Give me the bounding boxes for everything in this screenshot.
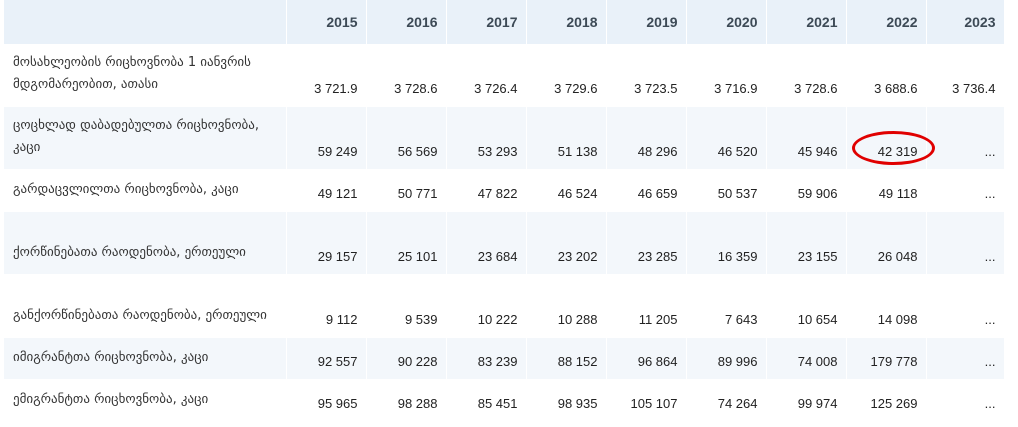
row-label: მოსახლეობის რიცხოვნობა 1 იანვრის მდგომარ… bbox=[4, 44, 287, 107]
table-cell: 9 539 bbox=[366, 274, 447, 338]
table-cell: 10 222 bbox=[446, 274, 527, 338]
table-cell: 85 451 bbox=[446, 379, 527, 422]
year-header-2019: 2019 bbox=[606, 0, 687, 44]
year-header-2015: 2015 bbox=[286, 0, 367, 44]
row-label: განქორწინებათა რაოდენობა, ერთეული bbox=[4, 274, 287, 338]
table-cell: 3 736.4 bbox=[926, 44, 1005, 107]
year-header-2018: 2018 bbox=[526, 0, 607, 44]
table-cell: 83 239 bbox=[446, 337, 527, 380]
table-cell: 59 249 bbox=[286, 106, 367, 170]
row-label: ქორწინებათა რაოდენობა, ერთეული bbox=[4, 211, 287, 275]
table-cell: 3 688.6 bbox=[846, 44, 927, 107]
table-cell: 99 974 bbox=[766, 379, 847, 422]
table-row-population: მოსახლეობის რიცხოვნობა 1 იანვრის მდგომარ… bbox=[4, 44, 1005, 107]
table-cell: 98 288 bbox=[366, 379, 447, 422]
year-header-2017: 2017 bbox=[446, 0, 527, 44]
table-row-marriages: ქორწინებათა რაოდენობა, ერთეული 29 157 25… bbox=[4, 211, 1005, 275]
table-cell: 50 537 bbox=[686, 169, 767, 212]
header-row: 2015 2016 2017 2018 2019 2020 2021 2022 … bbox=[4, 0, 1005, 44]
table-cell: 3 728.6 bbox=[366, 44, 447, 107]
demographics-table: 2015 2016 2017 2018 2019 2020 2021 2022 … bbox=[4, 0, 1005, 422]
table-cell: 23 155 bbox=[766, 211, 847, 275]
table-cell: 89 996 bbox=[686, 337, 767, 380]
table-cell: 90 228 bbox=[366, 337, 447, 380]
year-header-2016: 2016 bbox=[366, 0, 447, 44]
table-cell: 9 112 bbox=[286, 274, 367, 338]
header-corner-cell bbox=[4, 0, 287, 44]
table-row-immigrants: იმიგრანტთა რიცხოვნობა, კაცი 92 557 90 22… bbox=[4, 337, 1005, 380]
table-cell: 47 822 bbox=[446, 169, 527, 212]
year-header-2023: 2023 bbox=[926, 0, 1005, 44]
table-cell: 49 118 bbox=[846, 169, 927, 212]
table-cell: 14 098 bbox=[846, 274, 927, 338]
table-cell: 25 101 bbox=[366, 211, 447, 275]
table-cell: 46 524 bbox=[526, 169, 607, 212]
table-cell: 3 726.4 bbox=[446, 44, 527, 107]
demographics-table-container: 2015 2016 2017 2018 2019 2020 2021 2022 … bbox=[4, 0, 1008, 422]
table-cell: 23 202 bbox=[526, 211, 607, 275]
table-cell: 179 778 bbox=[846, 337, 927, 380]
table-cell: 7 643 bbox=[686, 274, 767, 338]
table-cell: 50 771 bbox=[366, 169, 447, 212]
table-cell: 105 107 bbox=[606, 379, 687, 422]
table-cell: 95 965 bbox=[286, 379, 367, 422]
table-cell: 3 729.6 bbox=[526, 44, 607, 107]
table-cell: 16 359 bbox=[686, 211, 767, 275]
table-cell: 92 557 bbox=[286, 337, 367, 380]
table-cell: ... bbox=[926, 274, 1005, 338]
highlighted-cell: 42 319 bbox=[846, 106, 927, 170]
row-label: ემიგრანტთა რიცხოვნობა, კაცი bbox=[4, 379, 287, 422]
table-cell: 3 728.6 bbox=[766, 44, 847, 107]
table-cell: 96 864 bbox=[606, 337, 687, 380]
table-cell: 46 520 bbox=[686, 106, 767, 170]
row-label: იმიგრანტთა რიცხოვნობა, კაცი bbox=[4, 337, 287, 380]
table-cell: 23 684 bbox=[446, 211, 527, 275]
table-cell: ... bbox=[926, 379, 1005, 422]
table-row-divorces: განქორწინებათა რაოდენობა, ერთეული 9 112 … bbox=[4, 274, 1005, 338]
table-row-emigrants: ემიგრანტთა რიცხოვნობა, კაცი 95 965 98 28… bbox=[4, 379, 1005, 422]
table-cell: 74 008 bbox=[766, 337, 847, 380]
table-cell: ... bbox=[926, 337, 1005, 380]
table-cell: 29 157 bbox=[286, 211, 367, 275]
table-row-live-births: ცოცხლად დაბადებულთა რიცხოვნობა, კაცი 59 … bbox=[4, 106, 1005, 170]
table-cell: ... bbox=[926, 211, 1005, 275]
table-cell: 88 152 bbox=[526, 337, 607, 380]
table-cell: 45 946 bbox=[766, 106, 847, 170]
table-cell: 26 048 bbox=[846, 211, 927, 275]
table-row-deaths: გარდაცვლილთა რიცხოვნობა, კაცი 49 121 50 … bbox=[4, 169, 1005, 212]
year-header-2020: 2020 bbox=[686, 0, 767, 44]
table-cell: 3 721.9 bbox=[286, 44, 367, 107]
table-cell: ... bbox=[926, 106, 1005, 170]
table-cell: 51 138 bbox=[526, 106, 607, 170]
table-cell: 3 716.9 bbox=[686, 44, 767, 107]
table-cell: ... bbox=[926, 169, 1005, 212]
table-cell: 48 296 bbox=[606, 106, 687, 170]
table-cell: 10 288 bbox=[526, 274, 607, 338]
table-cell: 56 569 bbox=[366, 106, 447, 170]
table-cell: 10 654 bbox=[766, 274, 847, 338]
table-cell: 3 723.5 bbox=[606, 44, 687, 107]
table-cell: 49 121 bbox=[286, 169, 367, 212]
table-cell: 98 935 bbox=[526, 379, 607, 422]
table-cell: 11 205 bbox=[606, 274, 687, 338]
table-cell: 74 264 bbox=[686, 379, 767, 422]
table-cell: 46 659 bbox=[606, 169, 687, 212]
row-label: ცოცხლად დაბადებულთა რიცხოვნობა, კაცი bbox=[4, 106, 287, 170]
table-cell: 59 906 bbox=[766, 169, 847, 212]
row-label: გარდაცვლილთა რიცხოვნობა, კაცი bbox=[4, 169, 287, 212]
year-header-2021: 2021 bbox=[766, 0, 847, 44]
year-header-2022: 2022 bbox=[846, 0, 927, 44]
table-cell: 53 293 bbox=[446, 106, 527, 170]
table-cell: 23 285 bbox=[606, 211, 687, 275]
table-cell: 125 269 bbox=[846, 379, 927, 422]
